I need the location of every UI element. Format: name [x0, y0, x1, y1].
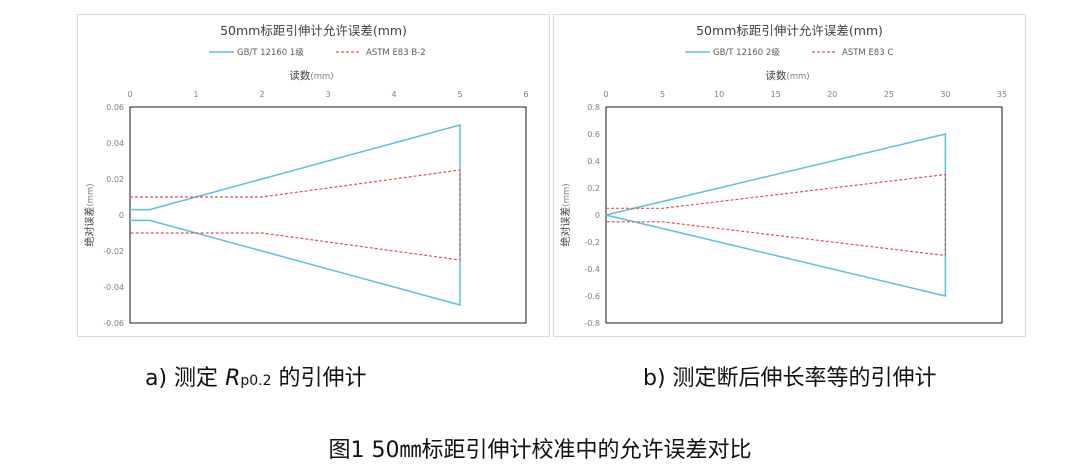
- legend: GB/T 12160 2级 ASTM E83 C: [685, 47, 893, 58]
- chart-panel-a: 50mm标距引伸计允许误差(mm) GB/T 12160 1级 ASTM E83 B…: [77, 14, 550, 337]
- y-tick-label-6: -0.4: [584, 265, 600, 274]
- x-tick-label-0: 0: [127, 90, 132, 99]
- x-tick-label-5: 5: [457, 90, 462, 99]
- y-tick-label-2: 0.02: [106, 175, 124, 184]
- series-line-1: [606, 173, 946, 257]
- y-tick-label-4: -0.02: [103, 247, 124, 256]
- chart-title: 50mm标距引伸计允许误差(mm): [220, 23, 407, 38]
- chart-svg-0: 50mm标距引伸计允许误差(mm) GB/T 12160 1级 ASTM E83 B…: [83, 23, 529, 328]
- y-axis-label: 绝对误差(mm): [559, 183, 572, 246]
- x-tick-label-5: 25: [884, 90, 894, 99]
- caption-a-symbol: R: [225, 366, 241, 391]
- x-tick-label-6: 30: [940, 90, 950, 99]
- series-line-0: [605, 133, 947, 297]
- caption-a-subscript: p0.2: [240, 373, 272, 389]
- x-tick-label-1: 1: [193, 90, 198, 99]
- y-tick-label-3: 0.2: [587, 184, 600, 193]
- caption-a: a) 测定 Rp0.2 的引伸计: [145, 360, 367, 392]
- legend-label-1: ASTM E83 B-2: [366, 48, 426, 58]
- y-tick-label-5: -0.04: [103, 283, 124, 292]
- legend: GB/T 12160 1级 ASTM E83 B-2: [209, 47, 426, 58]
- caption-a-prefix: a) 测定: [145, 366, 226, 391]
- x-tick-label-3: 3: [325, 90, 330, 99]
- x-tick-label-2: 10: [714, 90, 724, 99]
- plot-area: [605, 106, 1003, 324]
- series-line-1: [130, 169, 461, 261]
- plot-area: [129, 106, 527, 324]
- y-tick-label-6: -0.06: [103, 319, 124, 328]
- y-tick-label-7: -0.6: [584, 292, 600, 301]
- legend-label-0: GB/T 12160 1级: [237, 47, 304, 58]
- x-tick-label-2: 2: [259, 90, 264, 99]
- chart-title: 50mm标距引伸计允许误差(mm): [696, 23, 883, 38]
- legend-label-1: ASTM E83 C: [842, 48, 893, 58]
- caption-b: b) 测定断后伸长率等的引伸计: [643, 366, 937, 391]
- caption-a-suffix: 的引伸计: [271, 366, 367, 391]
- y-tick-label-4: 0: [595, 211, 600, 220]
- x-tick-label-6: 6: [523, 90, 528, 99]
- y-tick-label-3: 0: [119, 211, 124, 220]
- series-line-0: [130, 124, 461, 306]
- y-tick-label-1: 0.6: [587, 130, 600, 139]
- x-axis-label: 读数(mm): [765, 69, 809, 82]
- x-tick-label-4: 20: [827, 90, 837, 99]
- x-tick-label-3: 15: [771, 90, 781, 99]
- x-tick-label-4: 4: [391, 90, 396, 99]
- chart-panel-b: 50mm标距引伸计允许误差(mm) GB/T 12160 2级 ASTM E83 C…: [553, 14, 1026, 337]
- y-tick-label-5: -0.2: [584, 238, 600, 247]
- y-axis-label: 绝对误差(mm): [83, 183, 96, 246]
- figure-title: 图1 50㎜标距引伸计校准中的允许误差对比: [328, 438, 752, 463]
- y-tick-label-2: 0.4: [587, 157, 600, 166]
- y-tick-label-1: 0.04: [106, 139, 124, 148]
- legend-label-0: GB/T 12160 2级: [713, 47, 780, 58]
- chart-svg-1: 50mm标距引伸计允许误差(mm) GB/T 12160 2级 ASTM E83 C…: [559, 23, 1007, 328]
- x-axis-label: 读数(mm): [289, 69, 333, 82]
- x-tick-label-7: 35: [997, 90, 1007, 99]
- y-tick-label-8: -0.8: [584, 319, 600, 328]
- x-tick-label-1: 5: [660, 90, 665, 99]
- y-tick-label-0: 0.06: [106, 103, 124, 112]
- y-tick-label-0: 0.8: [587, 103, 600, 112]
- x-tick-label-0: 0: [603, 90, 608, 99]
